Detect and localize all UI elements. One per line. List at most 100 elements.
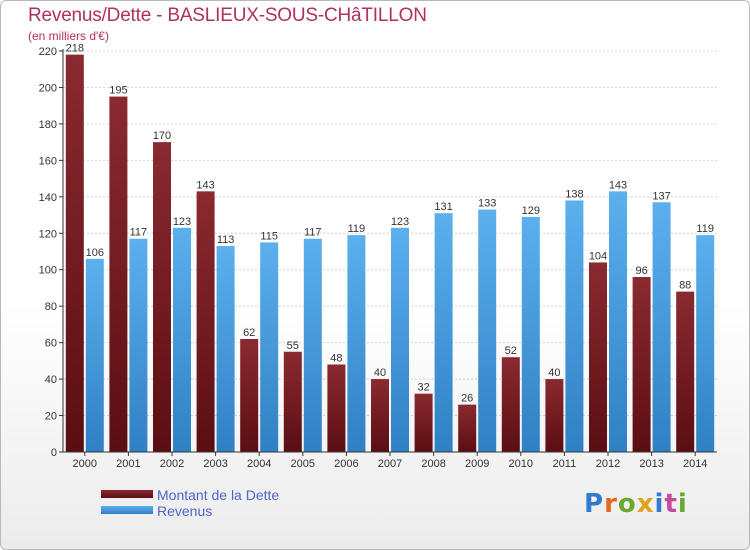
x-tick-label-2011: 2011 (553, 458, 577, 470)
data-label-revenus-2006: 119 (348, 223, 366, 235)
y-tick-label-0: 0 (51, 447, 57, 459)
legend-swatch-debt (101, 490, 153, 498)
data-label-debt-2008: 32 (417, 382, 429, 394)
data-label-revenus-2003: 113 (217, 234, 235, 246)
data-label-revenus-2004: 115 (260, 230, 278, 242)
data-label-revenus-2010: 129 (522, 205, 540, 217)
data-label-revenus-2013: 137 (652, 190, 670, 202)
legend-label-debt: Montant de la Dette (157, 487, 280, 503)
bar-debt-2002 (153, 142, 171, 453)
bar-revenus-2007 (391, 227, 409, 452)
y-tick-label-120: 120 (39, 228, 57, 240)
data-label-debt-2003: 143 (196, 179, 214, 191)
data-label-debt-2005: 55 (287, 340, 299, 352)
data-label-revenus-2002: 123 (173, 216, 191, 228)
chart-title: Revenus/Dette - BASLIEUX-SOUS-CHâTILLON (28, 5, 427, 26)
bar-revenus-2008 (434, 213, 453, 452)
data-label-revenus-2007: 123 (391, 216, 409, 228)
x-tick-label-2008: 2008 (421, 458, 445, 470)
y-tick-label-180: 180 (39, 119, 57, 131)
x-tick-label-2001: 2001 (116, 458, 140, 470)
bar-debt-2011 (545, 379, 564, 452)
bar-revenus-2002 (173, 227, 191, 452)
bars-layer (65, 54, 715, 453)
y-tick-label-160: 160 (39, 155, 57, 167)
bar-debt-2004 (240, 338, 259, 452)
data-label-debt-2013: 96 (635, 265, 647, 277)
bar-revenus-2006 (347, 235, 366, 452)
bar-debt-2007 (371, 379, 389, 452)
data-label-debt-2001: 195 (109, 85, 127, 97)
legend-swatch-revenus (101, 506, 153, 514)
proxiti-logo: Proxiti (584, 489, 688, 519)
x-tick-label-2014: 2014 (683, 458, 707, 470)
data-label-debt-2000: 218 (66, 43, 84, 55)
y-tick-label-40: 40 (45, 374, 57, 386)
logo-letter: i (654, 489, 665, 519)
bar-debt-2000 (65, 54, 84, 453)
bar-debt-2006 (327, 364, 346, 452)
data-label-debt-2010: 52 (505, 345, 517, 357)
data-label-revenus-2012: 143 (609, 179, 627, 191)
x-tick-label-2012: 2012 (596, 458, 620, 470)
data-label-revenus-2000: 106 (86, 247, 104, 259)
bar-debt-2012 (589, 262, 607, 452)
logo-letter: r (604, 489, 618, 519)
bar-debt-2005 (283, 351, 302, 452)
bar-debt-2009 (458, 404, 477, 452)
grid-layer (63, 50, 717, 453)
x-tick-label-2010: 2010 (509, 458, 533, 470)
data-label-debt-2006: 48 (330, 353, 342, 365)
bar-debt-2010 (501, 357, 520, 452)
data-label-debt-2014: 88 (679, 280, 691, 292)
bar-revenus-2000 (85, 258, 104, 452)
data-label-revenus-2005: 117 (304, 227, 322, 239)
bar-revenus-2001 (129, 238, 148, 452)
logo-letter: i (677, 489, 688, 519)
bar-debt-2001 (109, 96, 128, 453)
bar-revenus-2013 (652, 202, 671, 452)
x-tick-label-2009: 2009 (465, 458, 489, 470)
data-label-debt-2002: 170 (153, 130, 171, 142)
data-label-debt-2012: 104 (589, 250, 607, 262)
data-label-revenus-2011: 138 (565, 188, 583, 200)
y-tick-label-20: 20 (45, 411, 57, 423)
logo-letter: o (617, 489, 637, 519)
y-tick-label-220: 220 (39, 46, 57, 58)
data-label-revenus-2008: 131 (434, 201, 452, 213)
bar-debt-2008 (414, 393, 433, 452)
x-tick-label-2006: 2006 (334, 458, 358, 470)
labels-layer: 218 106 195 117 170 123 143 113 62 115 55 117 48 119 4… (66, 43, 714, 405)
bar-debt-2013 (632, 277, 651, 452)
bar-revenus-2014 (696, 235, 715, 452)
x-tick-label-2003: 2003 (203, 458, 227, 470)
bar-debt-2014 (676, 291, 695, 452)
x-tick-label-2005: 2005 (291, 458, 315, 470)
bar-revenus-2005 (303, 238, 322, 452)
axis-layer: 0 20 40 60 80 100 120 140 160 180 200 220 2000 2001 20… (39, 46, 717, 470)
data-label-revenus-2014: 119 (696, 223, 714, 235)
data-label-debt-2011: 40 (548, 367, 560, 379)
data-label-revenus-2009: 133 (478, 198, 496, 210)
x-tick-label-2013: 2013 (639, 458, 663, 470)
y-tick-label-200: 200 (39, 82, 57, 94)
y-tick-label-140: 140 (39, 192, 57, 204)
y-tick-label-80: 80 (45, 301, 57, 313)
bar-revenus-2011 (565, 200, 584, 452)
data-label-debt-2009: 26 (461, 393, 473, 405)
x-tick-label-2000: 2000 (73, 458, 97, 470)
logo-letter: t (664, 489, 678, 519)
data-label-debt-2004: 62 (243, 327, 255, 339)
y-tick-label-100: 100 (39, 265, 57, 277)
logo-letter: P (584, 489, 605, 519)
bar-revenus-2010 (521, 216, 540, 452)
bar-revenus-2004 (260, 242, 279, 452)
bar-debt-2003 (196, 191, 215, 452)
logo-letter: x (636, 489, 655, 519)
data-label-revenus-2001: 117 (130, 227, 148, 239)
y-tick-label-60: 60 (45, 338, 57, 350)
legend-label-revenus: Revenus (157, 503, 213, 519)
data-label-debt-2007: 40 (374, 367, 386, 379)
